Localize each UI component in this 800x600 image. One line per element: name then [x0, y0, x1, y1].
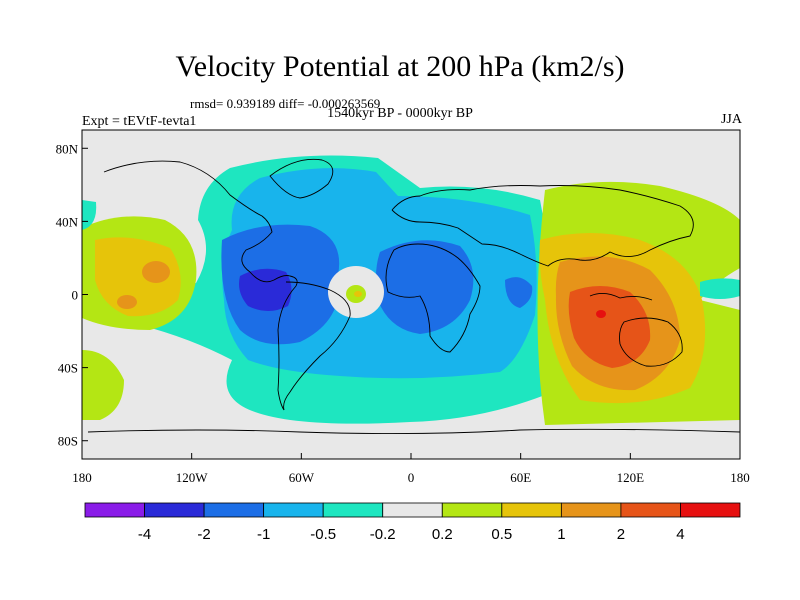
stats-line: rmsd= 0.939189 diff= -0.000263569 [190, 96, 381, 111]
colorbar-swatch [84, 502, 145, 518]
colorbar-swatch [620, 502, 681, 518]
colorbar-swatch [322, 502, 384, 518]
map-title: Velocity Potential at 200 hPa (km2/s) [175, 50, 625, 83]
colorbar-swatch [501, 502, 562, 518]
colorbar-swatch [382, 502, 443, 518]
contour-plus-4-east [596, 310, 606, 318]
contour-minus-1-africa [376, 240, 474, 334]
contour-minus-0.2-northwest [82, 200, 97, 230]
coast-maritime-continent [589, 293, 653, 301]
lat-tick-label: 40N [56, 214, 79, 229]
contour-plus-1-west-b [117, 295, 137, 309]
colorbar-swatch [203, 502, 265, 518]
velocity-potential-field [82, 130, 740, 459]
period-label: 1540kyr BP - 0000kyr BP [327, 106, 473, 121]
contour-plus-0.2-southwest [82, 350, 124, 420]
contour-plus-1-west-a [142, 261, 170, 283]
colorbar: -4 -2 -1 -0.5 -0.2 0.2 0.5 1 2 4 [84, 502, 741, 543]
lat-tick-label: 80S [58, 434, 78, 449]
negative-contours [135, 155, 550, 424]
colorbar-label: 0.5 [491, 526, 512, 543]
map-axis-ticks: 80N 40N 0 40S 80S 180 120W 60W 0 60E 120E 180 [56, 141, 750, 485]
colorbar-label: -2 [197, 526, 210, 543]
lon-tick-label: 0 [408, 470, 415, 485]
colorbar-label: 1 [557, 526, 565, 543]
lon-tick-label: 180 [72, 470, 92, 485]
contour-minus-0.2-pacific [700, 278, 740, 299]
colorbar-swatch [680, 502, 741, 518]
colorbar-label: -0.2 [370, 526, 396, 543]
coast-antarctica [87, 428, 740, 435]
contour-minus-2 [239, 268, 292, 311]
lon-tick-label: 120W [176, 470, 209, 485]
lon-tick-label: 120E [617, 470, 645, 485]
colorbar-swatch [263, 502, 324, 518]
colorbar-swatch [144, 502, 205, 518]
lon-tick-label: 60W [289, 470, 315, 485]
contour-minus-1-indian [505, 277, 533, 308]
lon-tick-label: 180 [730, 470, 750, 485]
colorbar-swatch [560, 502, 622, 518]
coast-eurasia [391, 185, 694, 267]
lon-tick-label: 60E [510, 470, 531, 485]
lat-tick-label: 40S [58, 361, 78, 376]
coast-south-america-east [283, 281, 351, 411]
colorbar-label: -0.5 [310, 526, 336, 543]
colorbar-swatch [441, 502, 503, 518]
contour-plus-2-east [568, 286, 651, 368]
colorbar-label: 2 [617, 526, 625, 543]
positive-contours [82, 181, 740, 425]
season-label: JJA [720, 112, 742, 127]
colorbar-label: -1 [257, 526, 270, 543]
lat-tick-label: 80N [56, 141, 79, 156]
colorbar-label: 4 [676, 526, 684, 543]
contour-atlantic-plus-0.5 [354, 291, 362, 297]
colorbar-label: -4 [138, 526, 151, 543]
coastlines [87, 158, 740, 435]
coast-africa [385, 243, 481, 353]
coast-australia [619, 317, 683, 367]
coast-greenland [269, 158, 334, 199]
colorbar-label: 0.2 [432, 526, 453, 543]
experiment-label: Expt = tEVtF-tevta1 [82, 114, 197, 129]
contour-plus-0.5-west [95, 237, 181, 317]
coast-north-america [103, 160, 298, 287]
coast-south-america-west [277, 285, 297, 411]
lat-tick-label: 0 [72, 288, 79, 303]
